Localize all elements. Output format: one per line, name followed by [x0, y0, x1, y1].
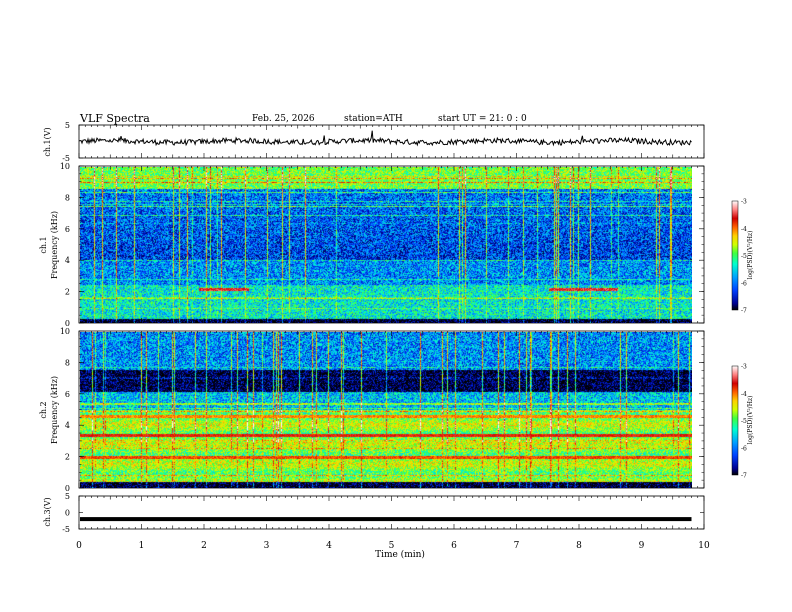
ch1-freq-ylabel: Frequency (kHz) — [50, 211, 59, 279]
x-tick-label: 5 — [389, 541, 395, 551]
y-tick-label: 10 — [60, 327, 70, 336]
x-tick-label: 8 — [576, 541, 582, 551]
x-tick-label: 2 — [201, 541, 207, 551]
axis-ticks: 0 1 2 3 4 5 6 7 8 9 105-550-502468100246810-3-4-5-… — [60, 121, 747, 551]
figure-title: VLF Spectra — [80, 112, 150, 125]
ch1-waveform-trace — [78, 130, 692, 147]
y-tick-label: 6 — [65, 225, 70, 234]
x-tick-label: 7 — [514, 541, 520, 551]
time-axis-label: Time (min) — [375, 549, 425, 560]
y-tick-label: 5 — [65, 492, 70, 501]
ch1-spectrogram-heatmap — [80, 167, 692, 323]
ch3-waveform-trace — [80, 517, 692, 522]
x-tick-label: 4 — [326, 541, 332, 551]
colorbar-tick-label: -6 — [741, 445, 747, 452]
ch2-spectrogram-heatmap — [80, 332, 692, 488]
station-label: station=ATH — [344, 114, 403, 124]
ch2-colorbar — [731, 365, 739, 476]
y-tick-label: 0 — [65, 319, 70, 328]
y-tick-label: 4 — [65, 256, 70, 265]
colorbar-tick-label: -7 — [741, 308, 747, 315]
y-tick-label: 5 — [65, 121, 70, 130]
y-tick-label: 4 — [65, 421, 70, 430]
y-tick-label: 0 — [65, 484, 70, 493]
y-tick-label: 8 — [65, 358, 70, 367]
x-tick-label: 1 — [139, 541, 145, 551]
y-tick-label: -5 — [62, 154, 70, 163]
y-tick-label: -5 — [62, 525, 70, 534]
y-tick-label: 2 — [65, 453, 70, 462]
x-tick-label: 9 — [639, 541, 645, 551]
y-tick-label: 6 — [65, 390, 70, 399]
colorbar-tick-label: -4 — [741, 391, 747, 398]
colorbar-tick-label: -4 — [741, 226, 747, 233]
x-tick-label: 10 — [698, 541, 710, 551]
colorbar-tick-label: -3 — [741, 199, 747, 206]
x-tick-label: 3 — [264, 541, 270, 551]
date-label: Feb. 25, 2026 — [252, 114, 315, 124]
colorbar-tick-label: -5 — [741, 253, 747, 260]
y-tick-label: 10 — [60, 162, 70, 171]
ch3-wave-ylabel: ch.3(V) — [43, 497, 52, 526]
x-tick-label: 6 — [451, 541, 457, 551]
y-tick-label: 2 — [65, 288, 70, 297]
x-tick-label: 0 — [76, 541, 82, 551]
ch2-channel-label: ch.2 — [39, 401, 48, 418]
colorbar-tick-label: -6 — [741, 280, 747, 287]
y-tick-label: 8 — [65, 193, 70, 202]
colorbar-tick-label: -5 — [741, 418, 747, 425]
ch1-colorbar — [731, 200, 739, 311]
start-ut-label: start UT = 21: 0 : 0 — [438, 114, 527, 124]
ch2-freq-ylabel: Frequency (kHz) — [50, 376, 59, 444]
colorbar-tick-label: -7 — [741, 473, 747, 480]
colorbar-tick-label: -3 — [741, 364, 747, 371]
y-tick-label: 0 — [65, 509, 70, 518]
ch1-channel-label: ch.1 — [39, 236, 48, 253]
ch1-colorbar-label: log(PSD)(V²/Hz) — [747, 231, 754, 280]
ch1-wave-ylabel: ch.1(V) — [43, 127, 52, 156]
ch2-colorbar-label: log(PSD)(V²/Hz) — [747, 396, 754, 445]
